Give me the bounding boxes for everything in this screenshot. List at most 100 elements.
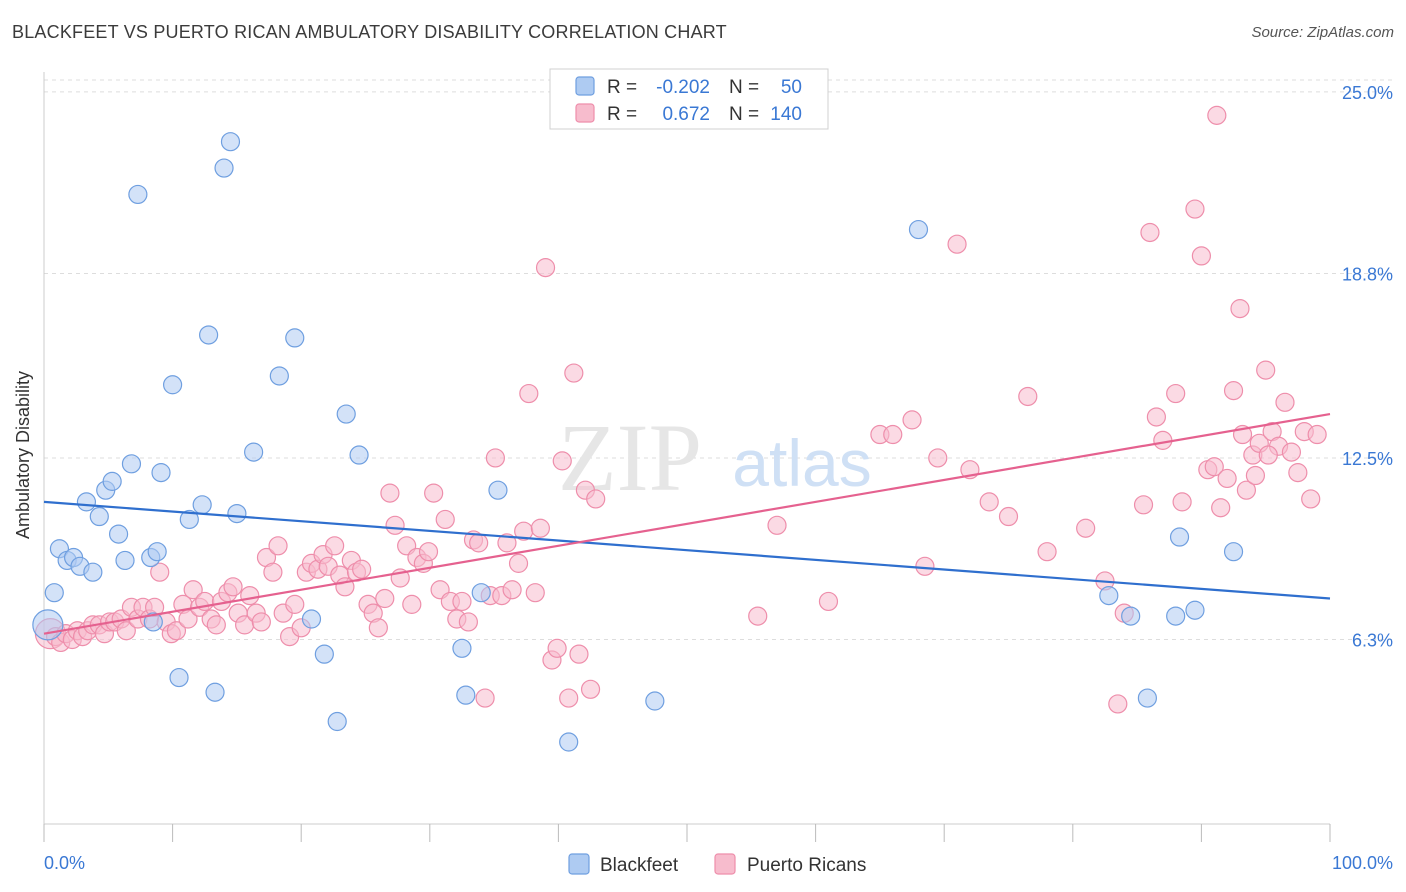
legend-r-label: R = (607, 77, 637, 98)
puerto-rican-point (586, 489, 606, 509)
blackfeet-point (163, 375, 183, 395)
x-tick-label: 100.0% (1332, 853, 1393, 873)
blackfeet-point (269, 366, 289, 386)
puerto-rican-point (1108, 694, 1128, 714)
puerto-rican-point (1166, 383, 1186, 404)
legend-r-value: -0.202 (656, 77, 710, 98)
blackfeet-point (1099, 585, 1119, 606)
blackfeet-point (108, 524, 129, 544)
puerto-rican-point (166, 621, 187, 641)
watermark: ZIP atlas (558, 404, 872, 511)
puerto-rican-point (502, 580, 522, 600)
puerto-rican-point (915, 556, 935, 576)
puerto-rican-point (580, 679, 601, 699)
puerto-rican-point (998, 506, 1019, 527)
puerto-rican-point (947, 234, 967, 254)
blackfeet-point (128, 184, 148, 205)
blackfeet-point (147, 542, 167, 562)
bottom-legend: Blackfeet Puerto Ricans (568, 853, 866, 876)
blackfeet-point (102, 471, 122, 491)
legend-box: R = -0.202 N = 50 R = 0.672 N = 140 (549, 68, 829, 130)
blackfeet-point (192, 495, 212, 515)
puerto-rican-point (380, 483, 400, 503)
puerto-rican-point (559, 688, 579, 708)
puerto-rican-point (902, 410, 922, 430)
blackfeet-point (301, 609, 322, 629)
puerto-rican-point (1153, 430, 1173, 450)
puerto-rican-point (352, 559, 372, 579)
puerto-rican-point (183, 580, 203, 600)
blackfeet-point (285, 328, 305, 348)
puerto-rican-point (116, 621, 136, 641)
puerto-rican-point (1076, 518, 1096, 538)
puerto-rican-point (485, 448, 505, 468)
puerto-rican-point (1140, 222, 1160, 243)
blackfeet-point (205, 682, 225, 702)
blackfeet-point (227, 503, 247, 524)
blackfeet-point (471, 583, 491, 603)
puerto-rican-point (748, 606, 768, 626)
blackfeet-point (645, 691, 665, 711)
blackfeet-point (1137, 688, 1157, 708)
blackfeet-point (220, 132, 241, 152)
blackfeet-point (1166, 606, 1186, 626)
blackfeet-point (121, 454, 142, 474)
puerto-rican-point (1230, 299, 1250, 319)
puerto-rican-point (1037, 542, 1057, 562)
puerto-rican-point (375, 588, 395, 609)
puerto-rican-point (1191, 246, 1212, 266)
blackfeet-point (1223, 542, 1244, 562)
puerto-rican-point (883, 424, 903, 445)
puerto-rican-point (535, 258, 556, 278)
bottom-legend-swatch-puerto-ricans (714, 853, 736, 875)
puerto-rican-point (547, 638, 567, 658)
chart-title: BLACKFEET VS PUERTO RICAN AMBULATORY DIS… (12, 22, 727, 42)
blackfeet-point (89, 506, 109, 527)
puerto-rican-point (1146, 407, 1166, 427)
puerto-rican-point (402, 594, 422, 614)
blackfeet-point (83, 562, 103, 582)
blackfeet-point (179, 509, 199, 530)
puerto-rican-point (263, 562, 283, 582)
puerto-rican-point (1133, 495, 1154, 515)
blackfeet-point (199, 325, 219, 345)
puerto-rican-point (475, 688, 495, 708)
legend-r-value: 0.672 (662, 104, 710, 125)
puerto-rican-point (1258, 445, 1278, 465)
blackfeet-point (314, 644, 334, 664)
puerto-rican-point (452, 591, 472, 612)
puerto-rican-point (206, 615, 226, 635)
y-tick-labels: 6.3% 12.5% 18.8% 25.0% (1342, 83, 1393, 651)
blackfeet-point (452, 638, 472, 658)
legend-n-label: N = (729, 104, 759, 125)
legend-n-value: 140 (770, 104, 802, 125)
puerto-rican-point (928, 448, 948, 468)
x-ticks (43, 824, 1331, 842)
blackfeet-trend-line (43, 500, 1331, 600)
x-tick-label: 0.0% (44, 853, 85, 873)
bottom-legend-label-puerto-ricans: Puerto Ricans (747, 855, 866, 876)
blackfeet-point (349, 445, 369, 465)
puerto-rican-point (368, 618, 388, 638)
trend-lines (43, 412, 1331, 635)
blackfeet-point (559, 732, 579, 752)
bottom-legend-swatch-blackfeet (568, 853, 590, 875)
puerto-rican-point (1217, 468, 1237, 489)
blackfeet-point (115, 550, 135, 571)
puerto-rican-point (325, 536, 345, 556)
puerto-rican-point (1281, 442, 1302, 462)
puerto-rican-point (1172, 492, 1192, 512)
blackfeet-point (44, 583, 64, 603)
blackfeet-point (214, 158, 234, 178)
legend-r-label: R = (607, 104, 637, 125)
puerto-rican-point (1204, 457, 1224, 477)
blackfeet-point (456, 685, 476, 705)
bottom-legend-label-blackfeet: Blackfeet (600, 855, 679, 876)
puerto-rican-point (150, 562, 170, 582)
legend-n-label: N = (729, 77, 759, 98)
puerto-rican-point (569, 644, 589, 664)
puerto-rican-point (508, 553, 529, 573)
puerto-rican-point (564, 363, 584, 383)
puerto-rican-trend-line (43, 412, 1331, 635)
